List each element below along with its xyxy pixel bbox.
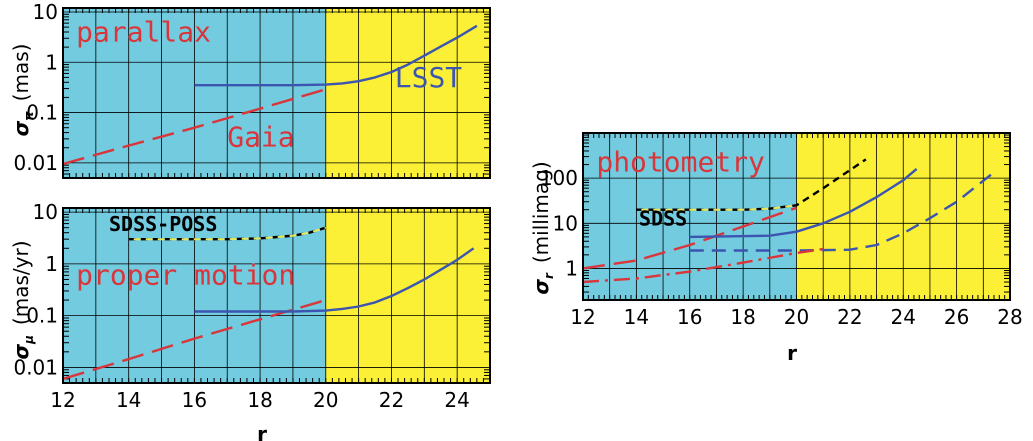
x-tick-label: 20 — [784, 305, 809, 329]
plot-frame — [62, 7, 491, 179]
annotation-lsst: LSST — [395, 61, 463, 94]
y-label-subscript: μ — [22, 335, 36, 345]
x-tick-label: 24 — [444, 388, 469, 412]
y-label-unit: (millimag) — [529, 161, 553, 263]
x-tick-label: 12 — [50, 388, 75, 412]
proper-motion-panel: 0.01 0.1 1 10 12 14 16 18 20 22 24 r σμ (… — [9, 200, 491, 441]
plot-frame — [62, 207, 491, 384]
series-line — [689, 169, 998, 252]
svg-text:σμ(mas/yr): σμ (mas/yr) — [9, 241, 36, 360]
y-tick-label: 1 — [45, 252, 58, 276]
x-tick-label: 16 — [677, 305, 702, 329]
parallax-annotations: parallax LSST Gaia — [76, 15, 462, 153]
svg-text:σr(millimag): σr (millimag) — [529, 161, 556, 294]
proper-motion-plot-area — [62, 207, 491, 384]
x-tick-label: 18 — [247, 388, 272, 412]
y-tick-label: 0.1 — [26, 304, 58, 328]
annotation-gaia: Gaia — [227, 121, 294, 154]
x-axis-label: r — [787, 341, 797, 365]
proper-motion-x-tick-labels: 12 14 16 18 20 22 24 — [50, 388, 470, 412]
y-label-unit: (mas/yr) — [9, 241, 33, 326]
annotation-photometry: photometry — [596, 146, 765, 179]
x-tick-label: 12 — [570, 305, 595, 329]
annotation-proper-motion: proper motion — [76, 258, 295, 291]
x-tick-label: 18 — [730, 305, 755, 329]
y-tick-label: 0.01 — [13, 355, 58, 379]
series-line — [636, 158, 867, 211]
y-label-subscript: π — [22, 111, 36, 121]
series-line — [194, 247, 475, 313]
x-tick-label: 24 — [891, 305, 916, 329]
region-background — [325, 8, 490, 178]
proper-motion-y-axis-label: σμ (mas/yr) — [9, 241, 36, 360]
parallax-panel: 0.01 0.1 1 10 σπ (mas) parallax LSST Gaia — [9, 0, 491, 179]
y-tick-label: 1 — [565, 256, 578, 280]
y-label-symbol: σ — [9, 343, 33, 359]
series-line — [128, 226, 327, 241]
photometry-x-tick-labels: 12 14 16 18 20 22 24 26 28 — [570, 305, 1022, 329]
y-tick-label: 10 — [33, 0, 58, 24]
x-tick-label: 14 — [116, 388, 141, 412]
plot-frame — [582, 132, 1011, 301]
parallax-plot-area — [62, 7, 491, 179]
y-label-subscript: r — [542, 272, 556, 279]
photometry-y-axis-label: σr (millimag) — [529, 161, 556, 294]
x-axis-label: r — [257, 422, 267, 441]
x-tick-label: 16 — [182, 388, 207, 412]
series-line — [62, 298, 327, 381]
photometry-panel: 1 10 100 12 14 16 18 20 22 24 26 28 r σr… — [529, 132, 1023, 365]
y-tick-label: 1 — [45, 50, 58, 74]
y-label-unit: (mas) — [9, 44, 33, 102]
x-tick-label: 28 — [997, 305, 1022, 329]
photometry-y-tick-labels: 1 10 100 — [540, 166, 578, 280]
parallax-y-axis-label: σπ (mas) — [9, 44, 36, 137]
region-background — [325, 208, 490, 383]
y-tick-label: 0.01 — [13, 151, 58, 175]
series-line — [582, 206, 797, 270]
series-line — [636, 204, 797, 211]
annotation-sdss-poss: SDSS-POSS — [109, 212, 217, 236]
annotation-parallax: parallax — [76, 15, 211, 48]
series-line — [62, 88, 327, 166]
y-tick-label: 10 — [553, 211, 578, 235]
parallax-y-tick-labels: 0.01 0.1 1 10 — [13, 0, 58, 175]
svg-text:σπ(mas): σπ (mas) — [9, 44, 36, 137]
series-line — [689, 167, 918, 239]
y-tick-label: 100 — [540, 166, 578, 190]
annotation-sdss: SDSS — [639, 206, 687, 230]
x-tick-label: 14 — [624, 305, 649, 329]
proper-motion-y-tick-labels: 0.01 0.1 1 10 — [13, 200, 58, 379]
y-tick-label: 10 — [33, 200, 58, 224]
photometry-annotations: photometry SDSS — [596, 146, 765, 231]
x-tick-label: 22 — [379, 388, 404, 412]
y-label-symbol: σ — [529, 279, 553, 295]
x-tick-label: 26 — [944, 305, 969, 329]
y-label-symbol: σ — [9, 120, 33, 136]
photometry-plot-area — [582, 132, 1011, 301]
proper-motion-annotations: SDSS-POSS proper motion — [76, 212, 295, 291]
x-tick-label: 22 — [837, 305, 862, 329]
series-line — [194, 24, 478, 87]
x-tick-label: 20 — [313, 388, 338, 412]
series-line — [582, 247, 824, 284]
y-tick-label: 0.1 — [26, 101, 58, 125]
